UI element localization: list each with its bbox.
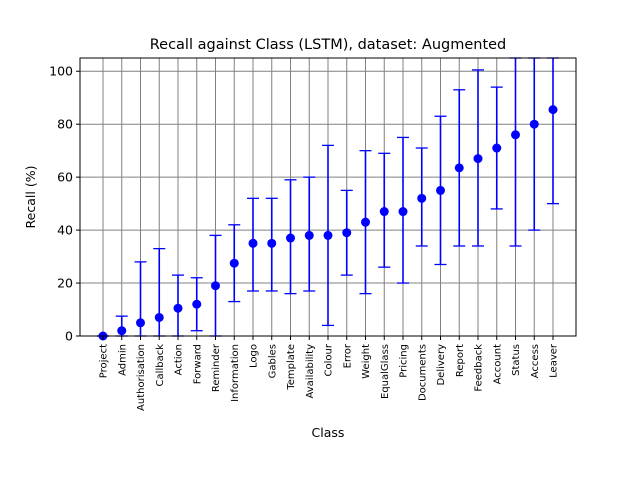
data-point <box>117 326 127 336</box>
x-tick-label: Access <box>530 344 541 378</box>
data-point <box>211 281 220 291</box>
data-point <box>511 130 520 140</box>
data-point <box>136 318 145 328</box>
x-tick-label: Leaver <box>549 343 560 378</box>
x-tick-label: Status <box>511 344 522 376</box>
x-tick-label: Pricing <box>399 344 410 378</box>
x-tick-label: Authorisation <box>136 344 147 411</box>
y-ticks: 0 20 40 60 80 100 <box>49 64 80 344</box>
data-point <box>361 217 370 227</box>
data-point <box>548 105 558 115</box>
x-tick-label: Account <box>492 344 503 384</box>
x-tick-label: Admin <box>117 344 128 376</box>
x-tick-label: Action <box>174 344 185 375</box>
x-tick-label: Colour <box>324 343 335 376</box>
chart-title: Recall against Class (LSTM), dataset: Au… <box>150 37 507 53</box>
data-point <box>342 228 352 238</box>
x-tick-label: Feedback <box>474 344 485 392</box>
data-point <box>248 238 258 248</box>
x-tick-label: Reminder <box>211 343 222 392</box>
x-tick-label: Information <box>230 344 241 402</box>
data-point <box>454 163 464 173</box>
data-point <box>229 258 239 268</box>
data-point <box>492 143 502 153</box>
x-tick-label: Weight <box>361 344 372 379</box>
data-point <box>286 233 295 243</box>
data-point <box>304 230 314 240</box>
y-tick-label: 80 <box>57 117 73 132</box>
data-points <box>98 105 558 341</box>
x-tick-label: Callback <box>155 344 166 387</box>
x-tick-label: Project <box>99 344 110 378</box>
data-point <box>379 207 389 217</box>
x-tick-label: Template <box>286 344 297 391</box>
x-tick-label: EqualGlass <box>380 344 391 399</box>
x-tick-label: Forward <box>192 344 203 384</box>
y-tick-label: 40 <box>57 223 73 238</box>
x-tick-label: Error <box>342 343 353 368</box>
data-point <box>173 303 183 313</box>
x-tick-label: Availability <box>305 344 316 399</box>
y-tick-label: 20 <box>57 276 73 291</box>
data-point <box>192 299 202 309</box>
x-ticks: Project Admin Authorisation Callback Action F… <box>99 336 560 411</box>
y-tick-label: 100 <box>49 64 73 79</box>
data-point <box>398 207 408 217</box>
data-point <box>473 154 483 164</box>
x-tick-label: Gables <box>267 344 278 378</box>
data-point <box>529 119 539 129</box>
x-axis-label: Class <box>312 425 345 440</box>
y-tick-label: 0 <box>65 329 73 344</box>
data-point <box>417 193 427 203</box>
y-axis-label: Recall (%) <box>23 166 38 229</box>
x-tick-label: Delivery <box>436 344 447 386</box>
x-tick-label: Documents <box>417 344 428 401</box>
data-point <box>267 238 277 248</box>
data-point <box>436 185 445 195</box>
data-point <box>323 230 333 240</box>
x-tick-label: Report <box>455 344 466 377</box>
data-point <box>154 312 164 322</box>
y-tick-label: 60 <box>57 170 73 185</box>
x-tick-label: Logo <box>249 344 260 368</box>
